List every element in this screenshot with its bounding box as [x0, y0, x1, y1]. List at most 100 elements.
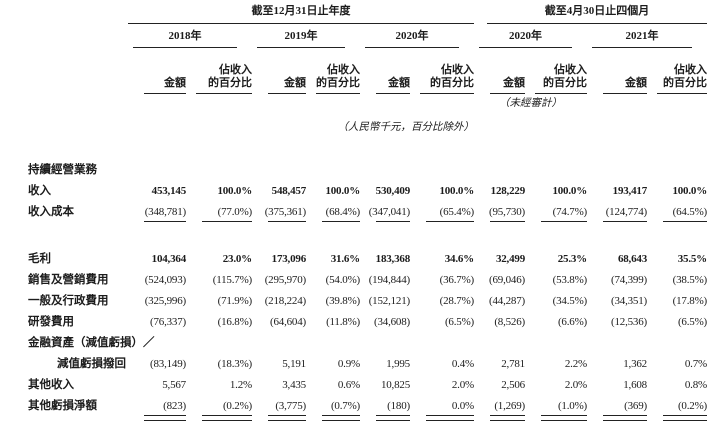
- rule-segment: [186, 417, 252, 421]
- cell-value: 104,364: [151, 253, 187, 265]
- cell-value: (69,046): [489, 274, 525, 286]
- cell-value: (34.5%): [552, 295, 588, 307]
- cell-value: 34.6%: [444, 253, 474, 265]
- cell-value: 2.0%: [564, 379, 587, 391]
- pct-header: 佔收入 的百分比: [316, 64, 360, 94]
- year-header-4m-2020: 2020年: [479, 27, 572, 48]
- cell-value: (0.7%): [306, 396, 360, 417]
- row-label: 其他收入: [28, 379, 74, 391]
- cell-value: 548,457: [271, 185, 307, 197]
- rule-segment: [587, 417, 647, 421]
- cell-value: (1.0%): [525, 396, 587, 417]
- cell-value: 173,096: [271, 253, 307, 265]
- cell-value: 100.0%: [552, 185, 587, 197]
- row-label: 毛利: [28, 253, 51, 265]
- row-label: 其他虧損淨額: [28, 400, 97, 412]
- cell-value: 2.2%: [564, 358, 587, 370]
- amount-header: 金額: [603, 77, 647, 94]
- period-header-4m: 截至4月30日止四個月: [474, 0, 707, 24]
- cell-value: (16.8%): [217, 316, 253, 328]
- table-row: [28, 417, 707, 421]
- period-header-4m-label: 截至4月30日止四個月: [487, 2, 707, 24]
- cell-value: (64,604): [270, 316, 306, 328]
- cell-value: 0.8%: [684, 379, 707, 391]
- cell-value: 2,781: [501, 358, 525, 370]
- table-row: 一般及行政費用 (325,996) (71.9%) (218,224) (39.8%) (…: [28, 291, 707, 312]
- amount-header: 金額: [268, 77, 306, 94]
- cell-value: (11.8%): [326, 316, 360, 328]
- cell-value: (17.8%): [672, 295, 708, 307]
- cell-value: 0.0%: [410, 396, 474, 417]
- cell-value: (152,121): [368, 295, 410, 307]
- cell-value: (348,781): [128, 202, 186, 223]
- row-label: 收入: [28, 185, 51, 197]
- cell-value: (53.8%): [552, 274, 588, 286]
- cell-value: (44,287): [489, 295, 525, 307]
- row-label: 金融資產（減值虧損）／: [28, 337, 155, 349]
- cell-value: (68.4%): [306, 202, 360, 223]
- rule-segment: [252, 417, 306, 421]
- cell-value: 0.7%: [684, 358, 707, 370]
- cell-value: (38.5%): [672, 274, 708, 286]
- column-header-row: 金額 佔收入 的百分比 金額 佔收入 的百分比 金額 佔收入 的百分比 金額 佔收入的…: [28, 48, 707, 94]
- cell-value: (375,361): [252, 202, 306, 223]
- cell-value: 0.6%: [337, 379, 360, 391]
- cell-value: (28.7%): [439, 295, 475, 307]
- cell-value: 3,435: [282, 379, 306, 391]
- cell-value: 530,409: [375, 185, 411, 197]
- cell-value: 2,506: [501, 379, 525, 391]
- rule-segment: [647, 417, 707, 421]
- cell-value: 453,145: [151, 185, 187, 197]
- cell-value: 5,567: [162, 379, 186, 391]
- cell-value: (76,337): [150, 316, 186, 328]
- period-header-fy: 截至12月31日止年度: [128, 0, 474, 24]
- cell-value: 0.9%: [337, 358, 360, 370]
- rule-segment: [128, 417, 186, 421]
- rule-segment: [306, 417, 360, 421]
- cell-value: (0.2%): [186, 396, 252, 417]
- cell-value: (8,526): [494, 316, 525, 328]
- cell-value: 1,362: [623, 358, 647, 370]
- cell-value: (64.5%): [647, 202, 707, 223]
- cell-value: (6.5%): [444, 316, 474, 328]
- cell-value: 35.5%: [677, 253, 707, 265]
- table-row: 金融資產（減值虧損）／: [28, 333, 707, 354]
- cell-value: (115.7%): [212, 274, 252, 286]
- cell-value: (194,844): [368, 274, 410, 286]
- table-row: 銷售及營銷費用 (524,093) (115.7%) (295,970) (54.0%)…: [28, 270, 707, 291]
- cell-value: (1,269): [474, 396, 525, 417]
- cell-value: 0.4%: [451, 358, 474, 370]
- cell-value: 68,643: [617, 253, 647, 265]
- cell-value: 10,825: [380, 379, 410, 391]
- row-label: 研發費用: [28, 316, 74, 328]
- rule-segment: [474, 417, 525, 421]
- cell-value: (65.4%): [410, 202, 474, 223]
- cell-value: (347,041): [360, 202, 410, 223]
- cell-value: (218,224): [264, 295, 306, 307]
- row-label: 減值虧損撥回: [57, 358, 126, 370]
- cell-value: (823): [128, 396, 186, 417]
- cell-value: (34,351): [611, 295, 647, 307]
- period-header-fy-label: 截至12月31日止年度: [128, 2, 474, 24]
- year-header-row: 2018年 2019年 2020年 2020年 2021年: [28, 24, 707, 48]
- cell-value: (295,970): [264, 274, 306, 286]
- cell-value: (0.2%): [647, 396, 707, 417]
- cell-value: (6.6%): [557, 316, 587, 328]
- cell-value: (83,149): [150, 358, 186, 370]
- cell-value: (524,093): [144, 274, 186, 286]
- cell-value: (180): [360, 396, 410, 417]
- table-row: 其他虧損淨額 (823) (0.2%) (3,775) (0.7%) (180) 0.0%(…: [28, 396, 707, 417]
- cell-value: 1.2%: [229, 379, 252, 391]
- cell-value: 100.0%: [672, 185, 707, 197]
- cell-value: (18.3%): [217, 358, 253, 370]
- pct-header: 佔收入 的百分比: [196, 64, 252, 94]
- cell-value: (12,536): [611, 316, 647, 328]
- cell-value: 128,229: [490, 185, 526, 197]
- cell-value: 1,995: [386, 358, 410, 370]
- table-row: [28, 223, 707, 249]
- cell-value: (71.9%): [217, 295, 253, 307]
- pct-header: 佔收入 的百分比: [420, 64, 474, 94]
- cell-value: 5,191: [282, 358, 306, 370]
- cell-value: 183,368: [375, 253, 411, 265]
- year-header-2018: 2018年: [133, 27, 237, 48]
